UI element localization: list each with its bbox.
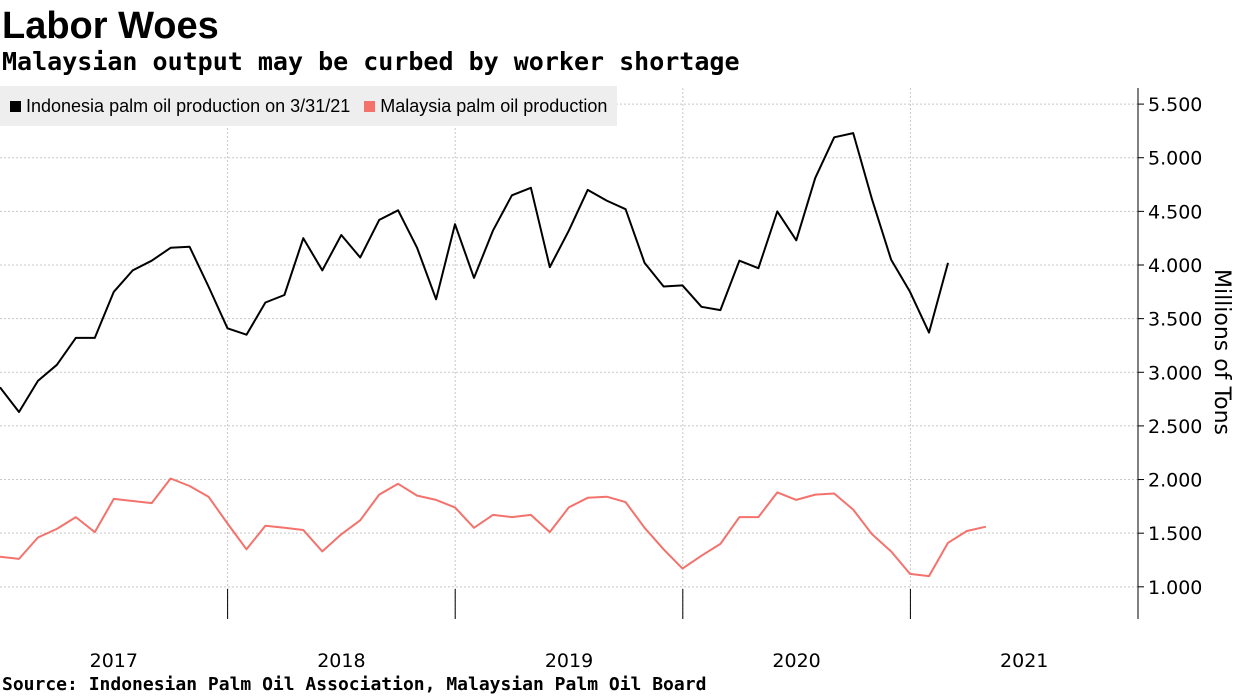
legend-label-indonesia: Indonesia palm oil production on 3/31/21: [26, 95, 351, 116]
x-tick-label: 2020: [772, 650, 820, 672]
y-tick-label: 2.000: [1148, 470, 1202, 492]
y-tick-label: 4.500: [1148, 201, 1202, 223]
legend-swatch-indonesia: [10, 100, 21, 112]
axes: [227, 88, 1144, 619]
x-tick-label: 2017: [90, 650, 138, 672]
tick-labels: 1.000 1.500 2.000 2.500 3.000 3.500 4.000 4.500…: [90, 94, 1203, 672]
y-tick-label: 3.000: [1148, 362, 1202, 384]
grid-lines: [0, 88, 1138, 619]
chart-title: Labor Woes: [2, 5, 219, 47]
y-tick-label: 1.500: [1148, 523, 1202, 545]
y-axis-title: Millions of Tons: [1209, 269, 1234, 435]
y-tick-label: 4.000: [1148, 255, 1202, 277]
y-tick-label: 1.000: [1148, 577, 1202, 599]
legend-item-malaysia: Malaysia palm oil production: [364, 96, 607, 117]
x-tick-label: 2019: [545, 650, 593, 672]
legend-item-indonesia: Indonesia palm oil production on 3/31/21: [10, 96, 350, 117]
chart-subtitle: Malaysian output may be curbed by worker…: [2, 47, 740, 76]
legend: Indonesia palm oil production on 3/31/21…: [0, 86, 618, 126]
x-tick-label: 2018: [317, 650, 365, 672]
y-tick-label: 2.500: [1148, 416, 1202, 438]
series-line-0: [0, 132, 949, 413]
series-lines: [0, 132, 987, 578]
series-line-1: [0, 477, 987, 578]
source-note: Source: Indonesian Palm Oil Association,…: [2, 674, 707, 695]
y-tick-label: 5.000: [1148, 148, 1202, 170]
y-tick-label: 5.500: [1148, 94, 1202, 116]
legend-swatch-malaysia: [364, 100, 376, 112]
y-tick-label: 3.500: [1148, 309, 1202, 331]
legend-label-malaysia: Malaysia palm oil production: [380, 95, 608, 116]
x-tick-label: 2021: [1000, 650, 1048, 672]
